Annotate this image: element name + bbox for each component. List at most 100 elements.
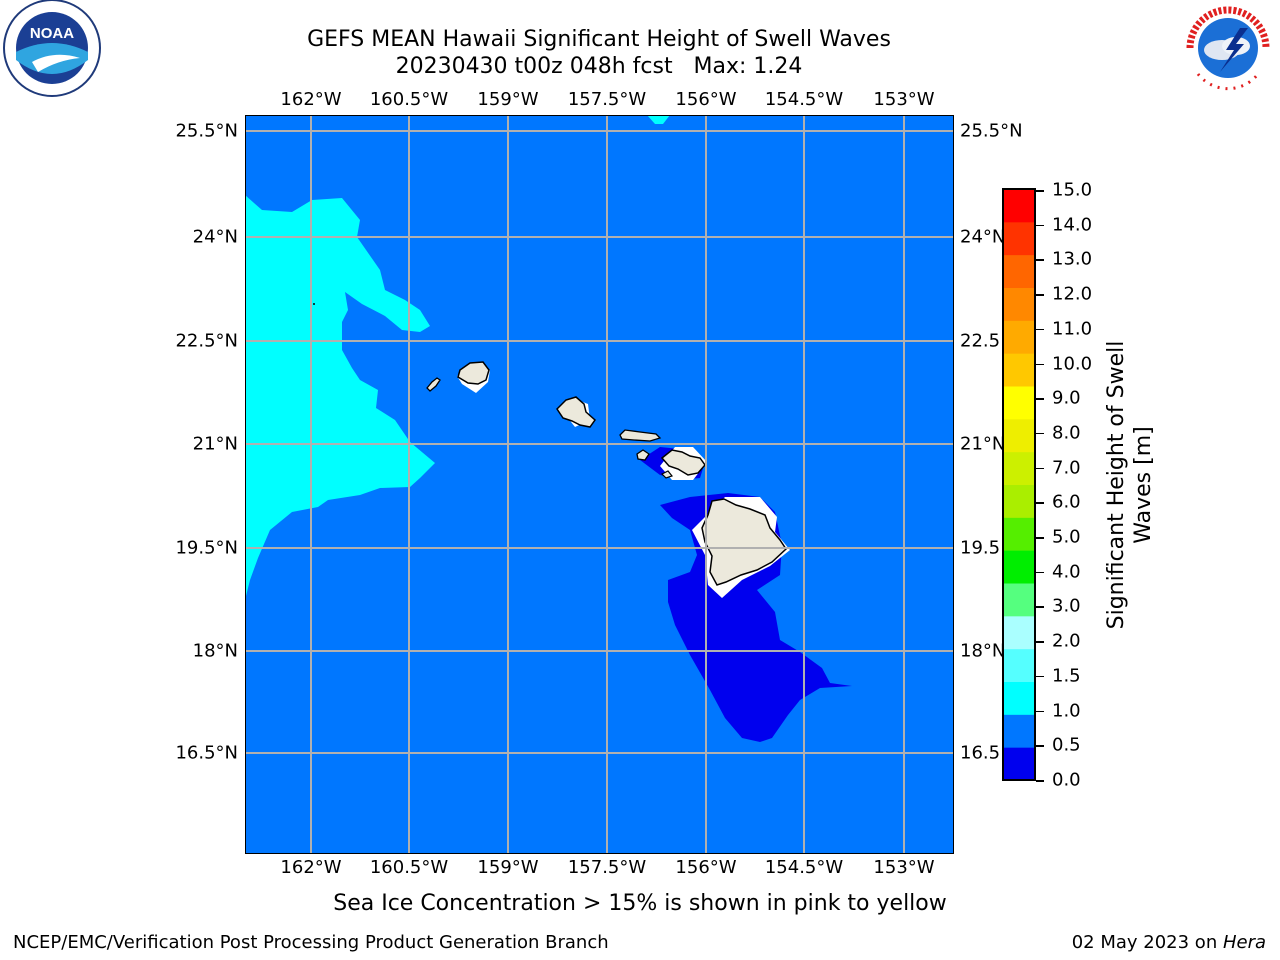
lon-label: 156°W xyxy=(675,89,737,110)
colorbar-segment xyxy=(1003,221,1035,256)
colorbar-tick-label: 0.0 xyxy=(1052,769,1081,791)
lat-label: 21°N xyxy=(192,433,238,455)
island-kahoolawe xyxy=(660,470,674,479)
lon-label: 154.5°W xyxy=(764,857,844,878)
colorbar-segment xyxy=(1003,254,1035,288)
colorbar-tick-mark xyxy=(1036,328,1044,331)
colorbar-tick-mark xyxy=(1036,641,1044,643)
colorbar-tick-mark xyxy=(1036,190,1044,192)
colorbar-tick-label: 7.0 xyxy=(1052,457,1081,479)
colorbar-tick-mark xyxy=(1036,224,1044,227)
colorbar-tick-label: 11.0 xyxy=(1052,318,1093,340)
colorbar-tick-label: 1.5 xyxy=(1052,665,1081,687)
lat-label: 19.5 xyxy=(960,537,1001,559)
colorbar-segment xyxy=(1003,287,1035,321)
lat-label: 25.5°N xyxy=(175,120,238,142)
lat-label: 16.5 xyxy=(960,742,1001,764)
colorbar-segment xyxy=(1003,353,1035,387)
chart-subtitle: 20230430 t00z 048h fcst Max: 1.24 xyxy=(395,54,803,79)
colorbar-tick-label: 5.0 xyxy=(1052,526,1081,548)
colorbar-tick-label: 12.0 xyxy=(1052,283,1093,305)
swell-height-map xyxy=(245,115,954,854)
footer-date-text: 02 May 2023 on xyxy=(1071,932,1223,953)
lat-label: 24°N xyxy=(192,226,238,248)
colorbar-tick-mark xyxy=(1036,537,1044,539)
lat-label: 25.5°N xyxy=(960,120,1023,142)
colorbar-tick-mark xyxy=(1036,675,1044,678)
lat-label: 16.5°N xyxy=(175,742,238,764)
lon-label: 157.5°W xyxy=(567,857,647,878)
noaa-logo-text: NOAA xyxy=(30,25,74,42)
colorbar-segment xyxy=(1003,714,1035,748)
lat-label: 19.5°N xyxy=(175,537,238,559)
ocean-1.0-1.5-west xyxy=(245,195,435,600)
colorbar-tick-mark xyxy=(1036,432,1044,435)
lon-label: 157.5°W xyxy=(567,89,647,110)
colorbar-segment xyxy=(1003,615,1035,650)
colorbar-tick-mark xyxy=(1036,502,1044,504)
lon-label: 160.5°W xyxy=(369,89,449,110)
colorbar-tick-mark xyxy=(1036,780,1044,782)
colorbar-segment xyxy=(1003,418,1035,453)
colorbar-tick-label: 2.0 xyxy=(1052,630,1081,652)
footer-machine: Hera xyxy=(1222,932,1266,953)
sea-ice-note: Sea Ice Concentration > 15% is shown in … xyxy=(333,891,947,916)
colorbar-tick-mark xyxy=(1036,467,1044,470)
colorbar-segment xyxy=(1003,517,1035,551)
lon-label: 160.5°W xyxy=(369,857,449,878)
noaa-logo: NOAA xyxy=(3,0,101,97)
colorbar-tick-mark xyxy=(1036,571,1044,574)
colorbar-tick-label: 9.0 xyxy=(1052,387,1081,409)
lat-label: 18°N xyxy=(192,640,238,662)
colorbar-tick-label: 13.0 xyxy=(1052,248,1093,270)
colorbar-segment xyxy=(1003,386,1035,420)
footer-branch: NCEP/EMC/Verification Post Processing Pr… xyxy=(13,932,609,953)
colorbar-segment xyxy=(1003,681,1035,715)
footer-date: 02 May 2023 on Hera xyxy=(1072,932,1266,953)
lon-label: 154.5°W xyxy=(764,89,844,110)
lat-label: 18°N xyxy=(960,640,1006,662)
colorbar-segment xyxy=(1003,320,1035,354)
colorbar-tick-label: 0.5 xyxy=(1052,734,1081,756)
lon-label: 162°W xyxy=(280,857,342,878)
colorbar xyxy=(1002,188,1036,781)
chart-title: GEFS MEAN Hawaii Significant Height of S… xyxy=(307,27,891,52)
grid-lines xyxy=(245,115,954,854)
colorbar-tick-mark xyxy=(1036,398,1044,400)
colorbar-tick-label: 3.0 xyxy=(1052,595,1081,617)
lat-label: 24°N xyxy=(960,226,1006,248)
colorbar-tick-label: 10.0 xyxy=(1052,353,1093,375)
lon-label: 156°W xyxy=(675,857,737,878)
lat-label: 22.5 xyxy=(960,330,1001,352)
colorbar-segment xyxy=(1003,550,1035,584)
lon-label: 159°W xyxy=(477,89,539,110)
colorbar-segment xyxy=(1003,189,1035,223)
lat-label: 22.5°N xyxy=(175,330,238,352)
ocean-1.0-1.5-north xyxy=(647,115,670,124)
colorbar-segment xyxy=(1003,484,1035,518)
lon-label: 162°W xyxy=(280,89,342,110)
colorbar-tick-label: 4.0 xyxy=(1052,561,1081,583)
colorbar-tick-mark xyxy=(1036,259,1044,261)
colorbar-segment xyxy=(1003,648,1035,682)
island-lanai xyxy=(636,449,650,461)
island-kauai xyxy=(457,361,490,385)
island-molokai xyxy=(619,429,662,442)
colorbar-tick-mark xyxy=(1036,745,1044,747)
colorbar-tick-label: 15.0 xyxy=(1052,179,1093,201)
colorbar-tick-mark xyxy=(1036,710,1044,713)
colorbar-tick-mark xyxy=(1036,606,1044,608)
lat-label: 21°N xyxy=(960,433,1006,455)
lon-label: 153°W xyxy=(873,89,935,110)
colorbar-segment xyxy=(1003,747,1035,781)
colorbar-tick-label: 6.0 xyxy=(1052,491,1081,513)
lon-label: 153°W xyxy=(873,857,935,878)
island-niihau xyxy=(426,377,441,392)
nws-logo xyxy=(1182,2,1274,94)
colorbar-tick-label: 8.0 xyxy=(1052,422,1081,444)
colorbar-segment xyxy=(1003,451,1035,485)
colorbar-tick-label: 1.0 xyxy=(1052,700,1081,722)
lon-label: 159°W xyxy=(477,857,539,878)
colorbar-tick-label: 14.0 xyxy=(1052,214,1093,236)
colorbar-segment xyxy=(1003,583,1035,617)
